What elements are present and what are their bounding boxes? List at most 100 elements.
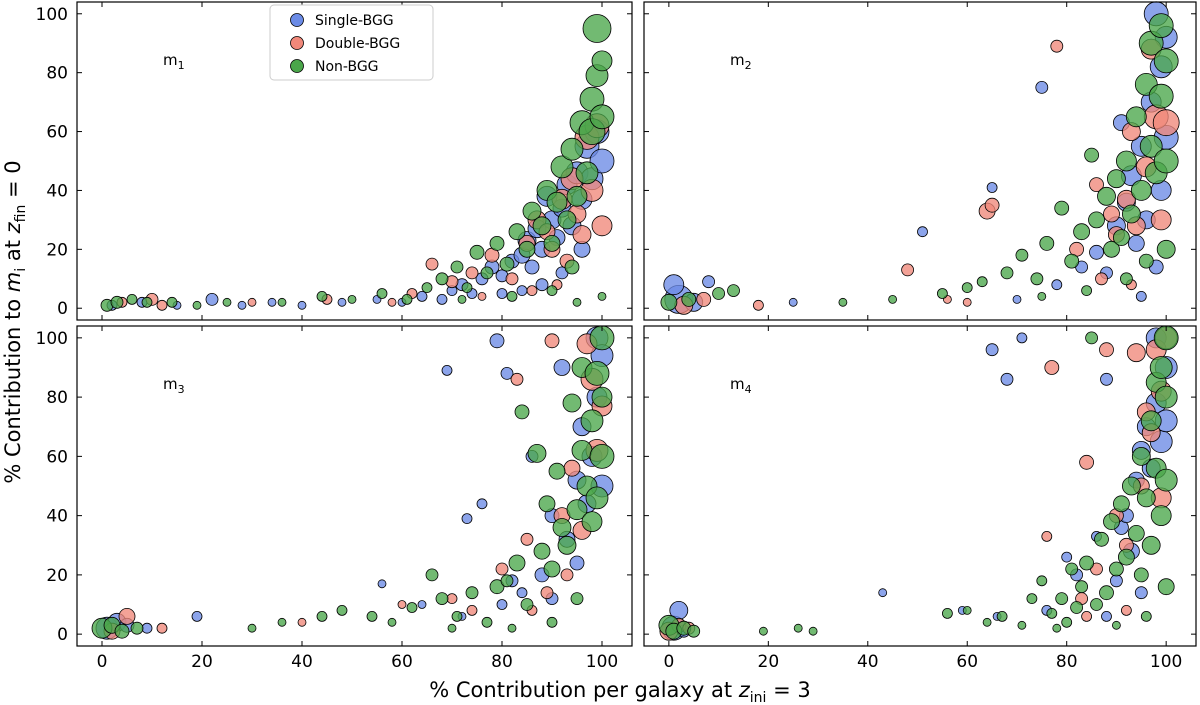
point-double-12: [544, 333, 560, 349]
point-double-7: [466, 605, 478, 616]
point-non-18: [500, 574, 514, 588]
point-non-5: [247, 623, 257, 633]
point-double-3: [753, 299, 764, 311]
point-single-8: [1035, 81, 1049, 94]
point-double-27: [526, 285, 538, 297]
y-tick-label: 80: [46, 388, 68, 408]
point-non-11: [376, 288, 388, 299]
point-non-31: [571, 439, 593, 461]
point-double-14: [563, 459, 581, 477]
panel-label-m3: m3: [163, 375, 185, 396]
point-single-27: [1101, 611, 1112, 622]
point-double-25: [591, 215, 613, 237]
point-non-43: [457, 294, 467, 304]
legend-single-marker: [290, 13, 304, 27]
point-non-12: [425, 568, 439, 582]
panel-3: 0 0 20 20 40 40 60 60 80 80 100 100 m3: [36, 325, 633, 672]
point-double-3: [156, 299, 168, 311]
point-non-44: [572, 297, 582, 307]
point-non-41: [1154, 385, 1178, 409]
point-non-4: [727, 284, 740, 298]
point-non-3: [712, 287, 725, 300]
point-single-6: [267, 297, 277, 307]
series-single: [663, 1, 1179, 314]
point-non-30: [566, 499, 588, 521]
point-non-4: [130, 621, 144, 635]
point-non-35: [581, 511, 603, 532]
x-tick-label: 0: [663, 652, 674, 672]
point-non-37: [585, 486, 609, 510]
point-single-4: [205, 292, 219, 306]
point-non-45: [1140, 611, 1152, 622]
y-tick-label: 60: [46, 123, 68, 143]
point-double-9: [1099, 342, 1114, 358]
point-non-25: [1099, 585, 1114, 601]
point-non-10: [982, 617, 992, 627]
y-tick-label: 60: [46, 447, 68, 467]
point-non-19: [1070, 601, 1083, 614]
series-double: [103, 333, 613, 640]
point-non-2: [681, 291, 697, 307]
point-non-13: [421, 282, 433, 294]
point-single-12: [500, 366, 514, 380]
point-non-5: [759, 626, 768, 636]
panel-label-m1: m1: [163, 51, 185, 72]
series-non: [91, 325, 615, 639]
point-non-44: [1157, 578, 1175, 596]
point-non-44: [447, 623, 457, 633]
x-tick-label: 80: [491, 652, 513, 672]
series-non: [100, 14, 615, 312]
point-non-35: [1140, 410, 1162, 432]
y-tick-label: 40: [46, 181, 68, 201]
point-double-10: [520, 532, 534, 546]
point-non-27: [546, 191, 568, 213]
x-tick-label: 40: [291, 652, 313, 672]
point-non-19: [508, 554, 526, 572]
panel-frame: [643, 1, 1197, 321]
point-non-17: [469, 244, 485, 260]
point-double-8: [1050, 39, 1064, 53]
point-non-22: [1085, 331, 1098, 345]
point-double-3: [156, 622, 168, 634]
point-non-40: [1149, 356, 1173, 379]
point-non-13: [435, 592, 449, 605]
point-non-9: [976, 276, 988, 288]
series-single: [95, 326, 614, 640]
point-non-6: [277, 617, 287, 627]
point-non-28: [1139, 134, 1163, 158]
point-non-6: [888, 294, 897, 304]
point-non-20: [1103, 240, 1120, 258]
x-tick-label: 20: [191, 652, 213, 672]
point-non-24: [538, 495, 556, 513]
x-tick-label: 20: [758, 652, 780, 672]
point-non-2: [110, 295, 124, 309]
x-tick-label: 60: [956, 652, 978, 672]
point-non-32: [1131, 446, 1151, 466]
point-non-16: [1055, 592, 1069, 605]
point-non-21: [1107, 169, 1126, 189]
point-non-8: [942, 608, 953, 619]
point-non-11: [996, 611, 1008, 622]
point-single-4: [702, 275, 715, 289]
point-non-20: [499, 256, 515, 272]
point-non-19: [1097, 186, 1116, 206]
point-non-14: [451, 611, 463, 622]
point-non-37: [582, 14, 612, 43]
point-double-4: [1041, 531, 1053, 542]
x-tick-label: 60: [391, 652, 413, 672]
point-non-4: [141, 296, 153, 308]
panels-layer: 0 20 40 60 80 100 m1 m2 0 0 20 20 40 40 60 60 80 80 100 100…: [36, 1, 1197, 672]
point-non-10: [387, 617, 397, 627]
point-non-9: [962, 606, 972, 615]
x-tick-label: 80: [1056, 652, 1078, 672]
point-non-39: [589, 104, 615, 130]
point-non-13: [1026, 593, 1038, 604]
point-double-28: [477, 291, 487, 301]
series-non: [658, 325, 1179, 640]
point-non-41: [570, 592, 584, 605]
point-non-21: [1079, 555, 1094, 571]
point-non-25: [543, 560, 561, 578]
point-non-12: [1017, 620, 1027, 630]
point-non-5: [166, 296, 178, 308]
point-single-22: [524, 259, 540, 275]
